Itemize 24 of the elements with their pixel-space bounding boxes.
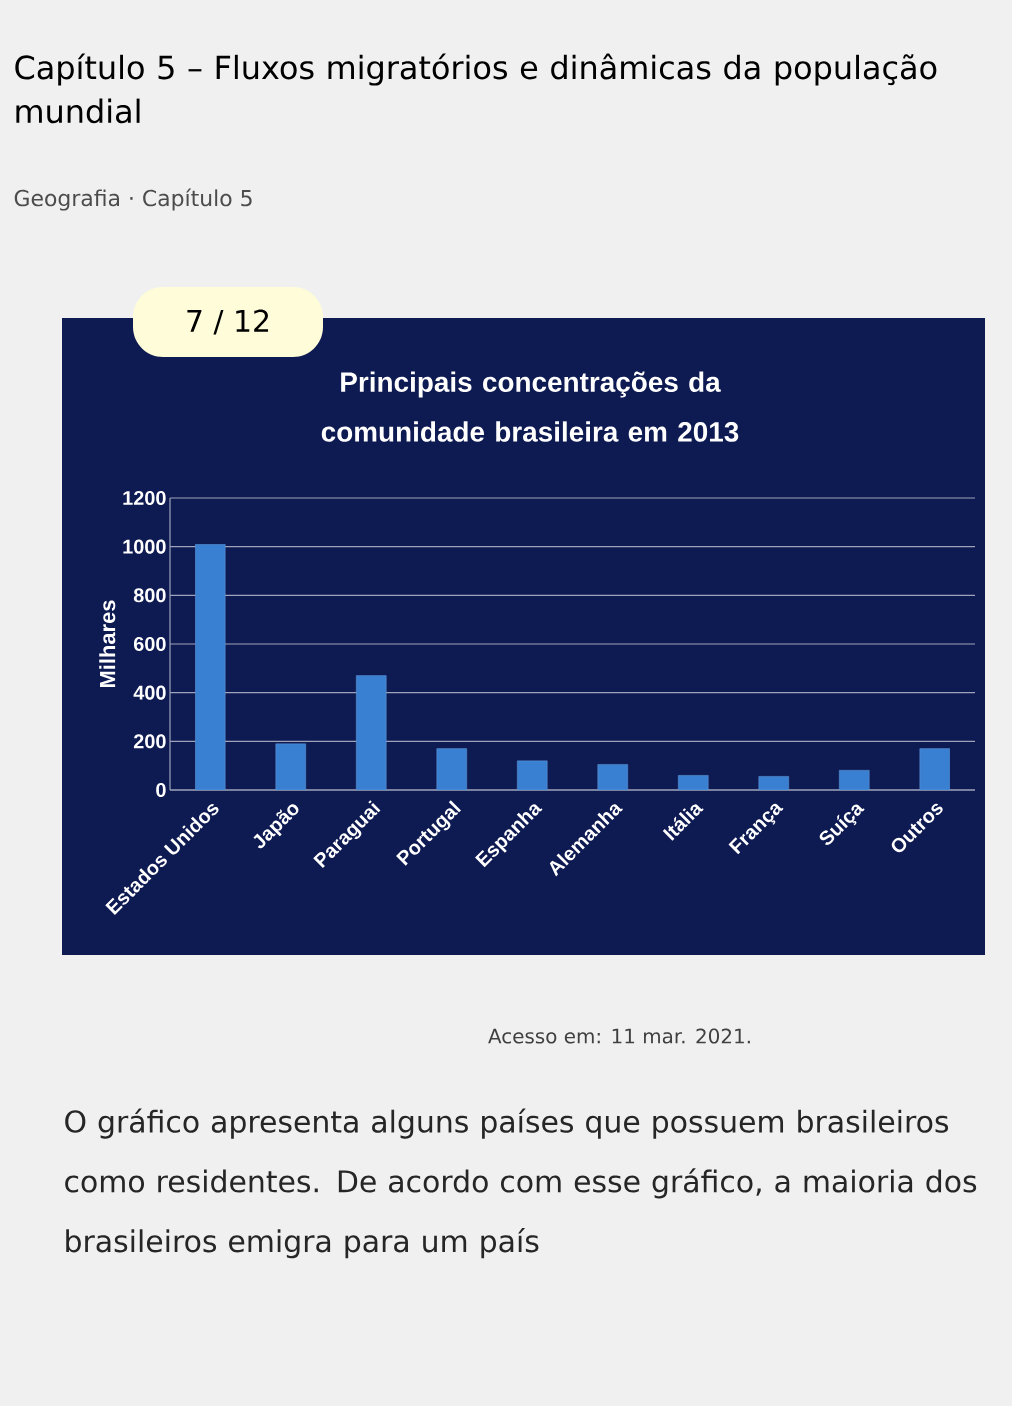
text: Geografia · Capítulo 5 xyxy=(14,188,252,211)
text: 7 / 12 xyxy=(187,309,269,335)
text: O gráfico apresenta alguns países que possuem brasileiros como residentes. De acordo com esse gráfico, a maioria dos brasileiros emigra para um país xyxy=(65,1108,977,1259)
bar xyxy=(275,743,306,790)
bar xyxy=(919,748,950,790)
text: Acesso em: 11 mar. 2021. xyxy=(488,1028,750,1044)
y-tick-label: 200 xyxy=(133,734,166,749)
bar xyxy=(436,748,467,790)
y-axis-title: Milhares xyxy=(99,600,116,687)
bar xyxy=(758,776,789,790)
y-tick-label: 600 xyxy=(133,636,166,652)
y-tick-label: 400 xyxy=(133,685,166,700)
bar xyxy=(195,544,226,790)
bar xyxy=(597,764,628,790)
y-tick-label: 800 xyxy=(133,588,166,603)
bar xyxy=(356,675,387,790)
y-tick-label: 0 xyxy=(156,782,166,798)
bar xyxy=(678,775,709,790)
y-tick-label: 1000 xyxy=(123,539,166,554)
y-tick-label: 1200 xyxy=(123,490,166,506)
bar xyxy=(517,760,548,790)
bar xyxy=(839,770,870,790)
chart-title: Principais concentrações da comunidade brasileira em 2013 xyxy=(321,371,739,442)
text: Capítulo 5 – Fluxos migratórios e dinâmicas da população mundial xyxy=(15,53,937,124)
